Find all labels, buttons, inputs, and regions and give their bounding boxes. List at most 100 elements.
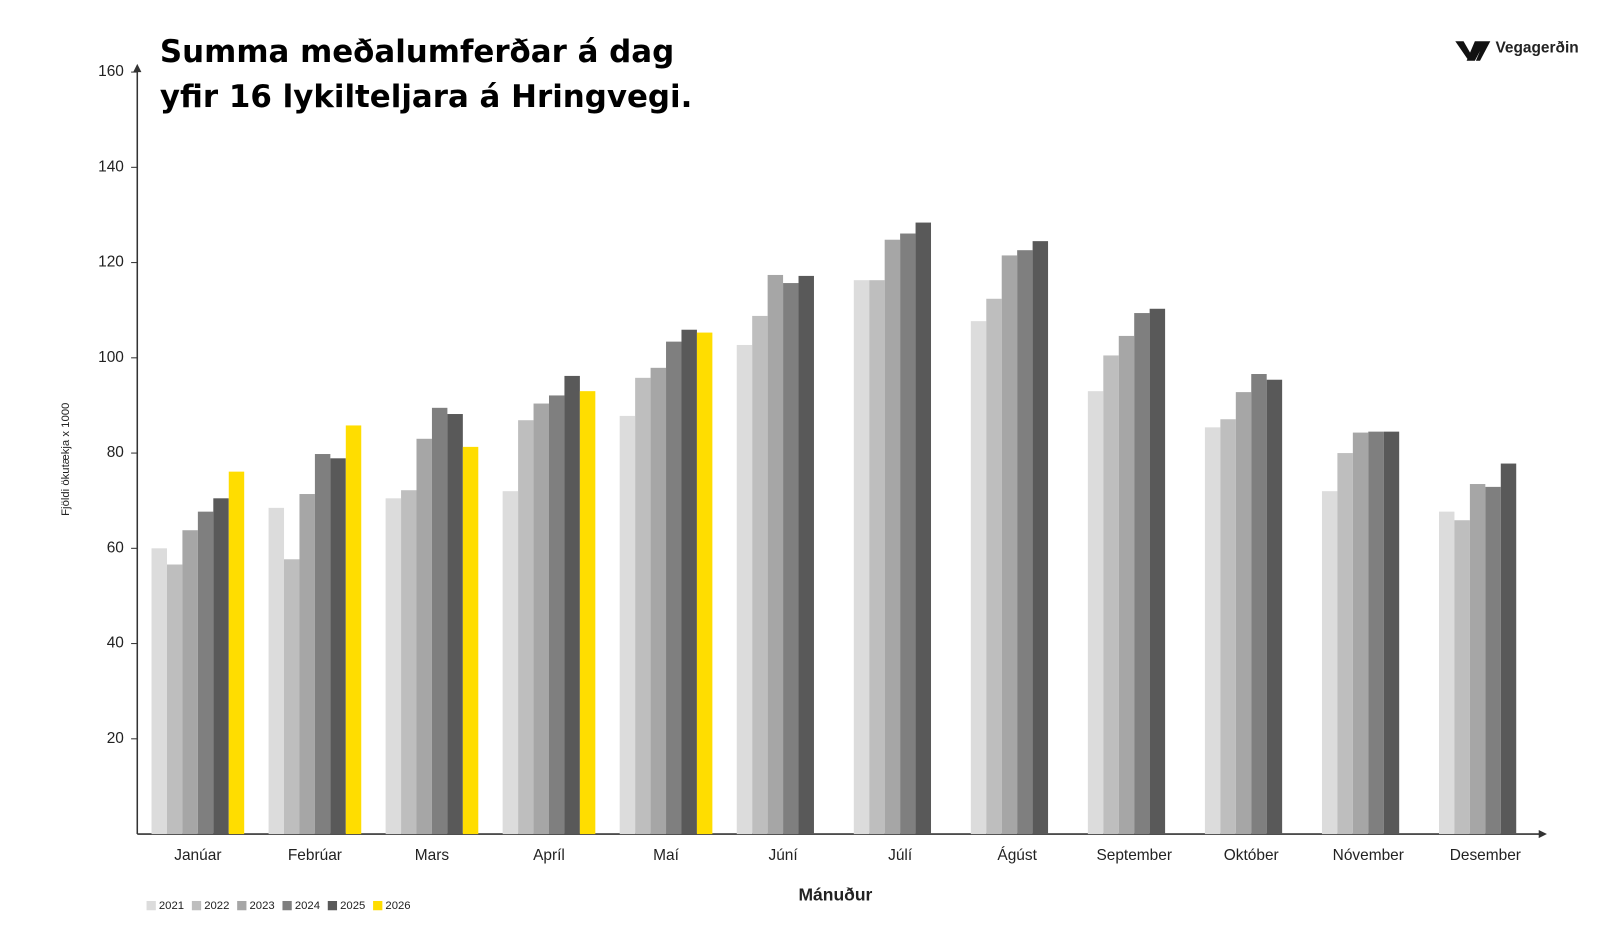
bar	[767, 274, 784, 835]
bar	[853, 280, 870, 835]
bar	[416, 438, 432, 835]
x-tick-label: Desember	[1450, 847, 1521, 864]
bar	[213, 498, 229, 835]
bar	[299, 494, 315, 835]
bar	[1321, 491, 1338, 835]
bar	[166, 564, 183, 835]
bar	[1220, 419, 1236, 835]
x-tick-label: Nóvember	[1333, 847, 1404, 864]
legend-label: 2022	[204, 900, 229, 912]
bar	[884, 239, 901, 835]
legend-swatch	[237, 900, 247, 911]
bar	[736, 344, 753, 835]
bar	[1032, 241, 1049, 835]
bar	[533, 403, 549, 835]
bar	[502, 491, 519, 835]
logo: Vegagerðin	[1455, 39, 1579, 61]
bar	[915, 222, 932, 835]
bar	[385, 498, 402, 835]
bar	[1352, 432, 1369, 835]
legend-label: 2026	[385, 900, 410, 912]
bar	[635, 377, 651, 835]
bar	[579, 391, 596, 835]
bar	[548, 395, 565, 835]
bar	[1337, 453, 1353, 835]
legend-swatch	[146, 900, 156, 911]
y-tick-label: 120	[98, 254, 124, 271]
bar	[314, 454, 331, 835]
bar	[681, 329, 697, 835]
bar	[182, 530, 198, 835]
bar	[1118, 335, 1135, 835]
bar	[1485, 486, 1501, 835]
y-tick-label: 160	[98, 63, 124, 80]
x-tick-label: Janúar	[174, 847, 221, 864]
bar	[1103, 355, 1119, 835]
bar	[330, 458, 346, 835]
bar	[228, 471, 245, 835]
legend-label: 2023	[250, 900, 275, 912]
bar	[268, 507, 285, 835]
bar	[970, 321, 987, 835]
bar	[1469, 484, 1486, 835]
bar	[1204, 427, 1221, 835]
bar	[1383, 431, 1400, 835]
x-tick-label: Mars	[415, 847, 450, 864]
x-tick-label: Febrúar	[288, 847, 342, 864]
y-axis-label: Fjöldi ökutækja x 1000	[60, 403, 72, 516]
chart-title: Summa meðalumferðar á dag	[160, 34, 674, 70]
bar	[1017, 250, 1033, 835]
x-tick-label: Ágúst	[997, 847, 1037, 864]
logo-text: Vegagerðin	[1495, 39, 1578, 56]
bar	[1235, 392, 1252, 835]
y-tick-label: 40	[107, 635, 124, 652]
logo-mark	[1455, 41, 1491, 61]
bar	[900, 233, 916, 835]
bar	[151, 548, 167, 835]
bar	[1454, 520, 1470, 835]
y-tick-label: 80	[107, 444, 124, 461]
bar	[696, 332, 713, 835]
bar	[431, 407, 448, 835]
bar	[1438, 511, 1455, 835]
bar	[666, 341, 682, 835]
y-axis-arrow	[133, 63, 142, 73]
legend-label: 2021	[159, 900, 184, 912]
x-tick-label: Október	[1224, 847, 1279, 864]
x-tick-label: Maí	[653, 847, 679, 864]
legend-label: 2024	[295, 900, 320, 912]
x-tick-label: Júní	[768, 847, 798, 864]
bar	[1149, 308, 1166, 835]
x-tick-label: September	[1096, 847, 1172, 864]
bar	[345, 425, 362, 835]
legend-swatch	[327, 900, 338, 911]
bar	[869, 280, 885, 835]
x-tick-label: Apríl	[533, 847, 565, 864]
bar	[798, 275, 814, 835]
x-axis-arrow	[1538, 829, 1547, 839]
bar	[752, 315, 768, 835]
legend-label: 2025	[340, 900, 365, 912]
y-tick-label: 20	[107, 730, 124, 747]
legend-swatch	[191, 900, 202, 911]
y-tick-label: 100	[98, 349, 124, 366]
bar	[1251, 374, 1267, 835]
bar	[462, 446, 479, 835]
bar	[1087, 391, 1104, 835]
bar	[619, 415, 636, 835]
bar	[564, 375, 580, 835]
bar	[401, 490, 417, 835]
legend-swatch	[282, 900, 292, 911]
bar	[284, 559, 300, 835]
bar	[1134, 313, 1150, 835]
chart-title: yfir 16 lykilteljara á Hringvegi.	[160, 79, 692, 115]
bar	[783, 283, 799, 835]
x-axis-label: Mánuður	[798, 884, 872, 904]
bar	[1001, 255, 1018, 835]
bar	[650, 367, 667, 835]
bar	[518, 420, 534, 835]
y-tick-label: 60	[107, 539, 124, 556]
bar	[1368, 431, 1384, 835]
bar	[447, 414, 463, 835]
